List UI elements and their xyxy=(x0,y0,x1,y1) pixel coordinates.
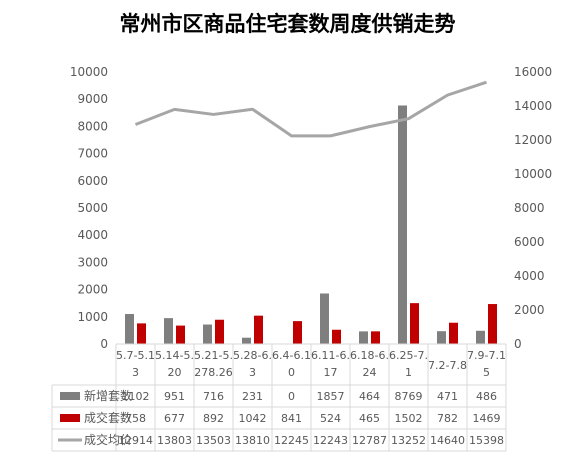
x-tick-label: 6.4-6.1 xyxy=(272,349,311,362)
y-left-tick-label: 10000 xyxy=(70,65,108,79)
bar-new-supply xyxy=(242,337,251,344)
x-tick-label: 6.18-6. xyxy=(350,349,389,362)
x-tick-label: 5.28-6. xyxy=(233,349,272,362)
data-table-value: 1469 xyxy=(473,412,501,425)
data-table-value: 486 xyxy=(476,390,497,403)
x-tick-label: 6.11-6. xyxy=(311,349,350,362)
bar-deals xyxy=(449,322,458,344)
x-tick-label: 3 xyxy=(249,366,256,379)
bar-deals xyxy=(176,325,185,344)
y-left-tick-label: 1000 xyxy=(77,310,108,324)
bar-deals xyxy=(137,323,146,344)
bar-new-supply xyxy=(476,330,485,344)
bar-new-supply xyxy=(320,293,329,344)
y-right-tick-label: 16000 xyxy=(514,65,552,79)
data-table-value: 1502 xyxy=(395,412,423,425)
data-table-value: 12243 xyxy=(313,434,348,447)
data-table-value: 677 xyxy=(164,412,185,425)
bar-deals xyxy=(332,329,341,344)
data-table-value: 782 xyxy=(437,412,458,425)
bar-new-supply xyxy=(437,331,446,344)
bar-deals xyxy=(488,304,497,344)
data-table-value: 12245 xyxy=(274,434,309,447)
y-left-tick-label: 9000 xyxy=(77,92,108,106)
data-table-value: 1042 xyxy=(239,412,267,425)
data-table-value: 1102 xyxy=(122,390,150,403)
y-right-tick-label: 6000 xyxy=(514,235,545,249)
bar-deals xyxy=(254,315,263,344)
line-avg-price xyxy=(134,80,487,138)
y-left-tick-label: 0 xyxy=(100,337,108,351)
bar-deals xyxy=(371,331,380,344)
data-table-value: 464 xyxy=(359,390,380,403)
data-table-value: 951 xyxy=(164,390,185,403)
bar-new-supply xyxy=(203,324,212,344)
y-left-tick-label: 7000 xyxy=(77,147,108,161)
y-right-tick-label: 14000 xyxy=(514,99,552,113)
data-table-value: 13810 xyxy=(235,434,270,447)
x-tick-label: 5 xyxy=(483,366,490,379)
x-tick-label: 6.25-7. xyxy=(389,349,428,362)
data-table-value: 14640 xyxy=(430,434,465,447)
y-left-tick-label: 8000 xyxy=(77,119,108,133)
data-table-value: 8769 xyxy=(395,390,423,403)
legend-label: 成交均价 xyxy=(84,432,132,447)
data-table-value: 716 xyxy=(203,390,224,403)
data-table-value: 13503 xyxy=(196,434,231,447)
x-tick-label: 5.21-5. xyxy=(194,349,233,362)
bar-deals xyxy=(293,321,302,344)
y-left-tick-label: 2000 xyxy=(77,283,108,297)
data-table-value: 1857 xyxy=(317,390,345,403)
x-tick-label: 0 xyxy=(288,366,295,379)
x-tick-label: 278.26 xyxy=(194,366,233,379)
y-right-tick-label: 4000 xyxy=(514,269,545,283)
data-table-value: 12787 xyxy=(352,434,387,447)
bar-deals xyxy=(215,319,224,344)
chart-title: 常州市区商品住宅套数周度供销走势 xyxy=(119,12,456,36)
y-left-tick-label: 5000 xyxy=(77,201,108,215)
x-tick-label: 3 xyxy=(132,366,139,379)
legend-key-deals xyxy=(60,414,80,422)
x-tick-label: 20 xyxy=(168,366,182,379)
y-left-tick-label: 3000 xyxy=(77,255,108,269)
y-right-tick-label: 8000 xyxy=(514,201,545,215)
bar-new-supply xyxy=(125,314,134,344)
data-table-value: 471 xyxy=(437,390,458,403)
data-table-value: 524 xyxy=(320,412,341,425)
x-tick-label: 7.9-7.1 xyxy=(467,349,506,362)
legend-key-new-supply xyxy=(60,392,80,400)
bar-deals xyxy=(410,303,419,344)
y-right-tick-label: 0 xyxy=(514,337,522,351)
legend-label: 新增套数 xyxy=(84,388,132,403)
x-tick-label: 7.2-7.8 xyxy=(428,359,467,372)
data-table-value: 231 xyxy=(242,390,263,403)
data-table-value: 13252 xyxy=(391,434,426,447)
data-table-value: 465 xyxy=(359,412,380,425)
x-tick-label: 1 xyxy=(405,366,412,379)
data-table-value: 892 xyxy=(203,412,224,425)
legend-label: 成交套数 xyxy=(84,410,132,425)
bar-new-supply xyxy=(359,331,368,344)
bar-new-supply xyxy=(398,105,407,344)
x-tick-label: 5.14-5. xyxy=(155,349,194,362)
y-right-tick-label: 2000 xyxy=(514,303,545,317)
data-table-value: 841 xyxy=(281,412,302,425)
data-table-value: 13803 xyxy=(157,434,192,447)
data-table-value: 758 xyxy=(125,412,146,425)
x-tick-label: 5.7-5.1 xyxy=(116,349,155,362)
y-left-tick-label: 4000 xyxy=(77,228,108,242)
bar-new-supply xyxy=(164,318,173,344)
y-right-tick-label: 10000 xyxy=(514,167,552,181)
data-table-value: 15398 xyxy=(469,434,504,447)
x-tick-label: 24 xyxy=(363,366,377,379)
data-table-value: 12914 xyxy=(118,434,153,447)
x-tick-label: 17 xyxy=(324,366,338,379)
data-table-value: 0 xyxy=(288,390,295,403)
y-right-tick-label: 12000 xyxy=(514,133,552,147)
y-left-tick-label: 6000 xyxy=(77,174,108,188)
